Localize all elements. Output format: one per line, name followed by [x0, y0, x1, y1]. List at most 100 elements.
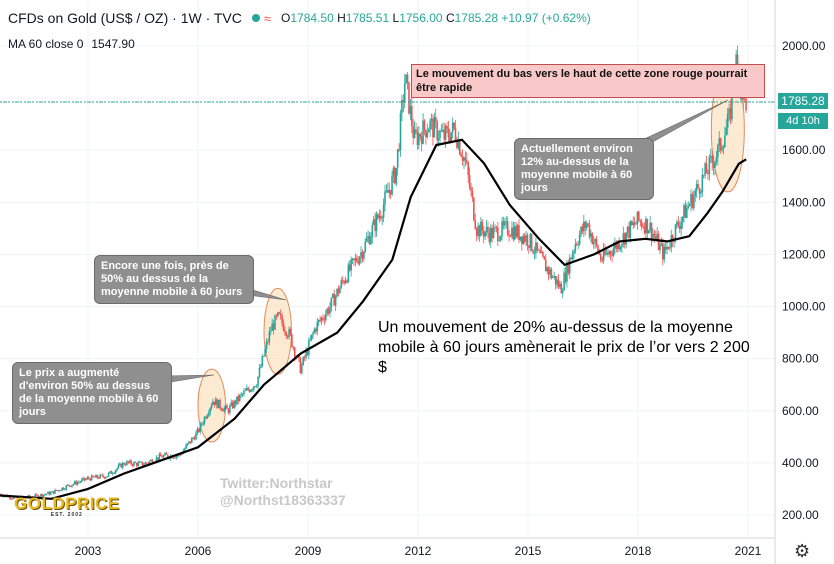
candle-body	[604, 248, 606, 255]
candle-body	[348, 264, 351, 271]
candle-body	[92, 475, 94, 477]
candle-body	[248, 389, 251, 392]
candle-body	[568, 257, 571, 274]
red-zone-annotation: Le mouvement du bas vers le haut de cett…	[411, 64, 765, 98]
candle-body	[676, 221, 678, 225]
candle-body	[536, 242, 539, 250]
candle-body	[690, 194, 692, 205]
candle-body	[135, 463, 138, 466]
candle-body	[561, 290, 564, 294]
candle-body	[389, 189, 392, 195]
candle-body	[487, 226, 489, 233]
candle-body	[530, 233, 533, 251]
candle-body	[104, 477, 107, 479]
candle-body	[268, 331, 271, 342]
candle-body	[368, 236, 371, 245]
candle-body	[423, 120, 426, 130]
candle-body	[543, 256, 546, 260]
symbol-title[interactable]: CFDs on Gold (US$ / OZ) · 1W · TVC	[8, 10, 242, 26]
candle-body	[585, 223, 588, 229]
y-tick-label: 400.00	[782, 456, 819, 470]
candle-body	[581, 226, 584, 232]
candle-body	[725, 127, 728, 136]
candle-body	[119, 463, 121, 466]
candle-body	[275, 315, 278, 317]
candle-body	[659, 243, 661, 251]
candle-body	[508, 234, 510, 236]
candle-body	[241, 394, 244, 395]
y-tick-label: 2000.00	[782, 39, 826, 53]
candle-body	[233, 400, 235, 409]
candle-body	[222, 409, 224, 412]
x-tick-label: 2009	[295, 544, 322, 558]
candle-body	[599, 254, 602, 261]
candle-body	[413, 129, 416, 138]
candle-body	[560, 283, 563, 294]
candle-body	[253, 386, 255, 390]
candle-body	[247, 388, 250, 390]
candle-body	[650, 222, 653, 240]
candle-body	[540, 251, 543, 254]
candle-body	[436, 121, 438, 141]
candle-body	[504, 221, 506, 226]
candle-body	[719, 138, 722, 151]
candle-body	[695, 184, 698, 191]
candle-body	[265, 341, 268, 349]
candle-body	[694, 190, 697, 196]
candle-body	[693, 195, 695, 208]
candle-body	[388, 189, 391, 193]
y-tick-label: 1200.00	[782, 247, 826, 261]
ma-legend[interactable]: MA 60 close 0 1547.90	[8, 37, 135, 51]
candle-body	[293, 347, 296, 357]
candle-body	[392, 167, 395, 176]
candle-body	[636, 211, 639, 224]
candle-body	[639, 220, 642, 222]
candle-body	[418, 133, 420, 146]
candle-body	[697, 184, 699, 188]
candle-body	[185, 444, 187, 449]
candle-body	[183, 448, 186, 451]
candle-body	[347, 264, 350, 283]
candle-body	[120, 463, 123, 468]
candle-body	[195, 432, 197, 440]
candle-body	[353, 258, 355, 261]
candle-body	[649, 222, 651, 231]
candle-body	[262, 356, 265, 357]
candle-body	[425, 129, 427, 138]
candle-body	[385, 190, 388, 192]
candle-body	[175, 455, 178, 458]
candle-body	[454, 127, 457, 140]
candle-body	[367, 236, 369, 239]
candle-body	[403, 83, 406, 103]
logo-sub: EST. 2002	[50, 512, 83, 518]
gear-icon[interactable]: ⚙	[794, 541, 811, 561]
candle-body	[537, 249, 540, 251]
candle-body	[80, 479, 83, 482]
candle-body	[660, 243, 663, 245]
candle-body	[442, 129, 444, 132]
candle-body	[457, 140, 460, 148]
candle-body	[134, 462, 137, 464]
candle-body	[65, 485, 68, 490]
candle-body	[525, 235, 527, 242]
candle-body	[583, 221, 585, 232]
candle-body	[480, 221, 482, 237]
candle-body	[255, 386, 258, 388]
candle-body	[264, 348, 266, 357]
candle-body	[654, 236, 657, 239]
candle-body	[106, 476, 108, 478]
candle-body	[465, 160, 468, 163]
candle-body	[402, 100, 405, 103]
candle-body	[271, 323, 273, 331]
note-2008: Encore une fois, près de 50% au dessus d…	[94, 255, 254, 304]
candle-body	[375, 214, 378, 232]
candle-body	[317, 319, 320, 322]
candle-body	[220, 408, 223, 410]
candle-body	[705, 163, 708, 174]
candle-body	[736, 54, 739, 67]
candle-body	[427, 129, 430, 133]
candle-body	[433, 117, 436, 138]
candle-body	[40, 494, 42, 497]
candle-body	[449, 137, 451, 142]
candle-body	[640, 221, 643, 227]
